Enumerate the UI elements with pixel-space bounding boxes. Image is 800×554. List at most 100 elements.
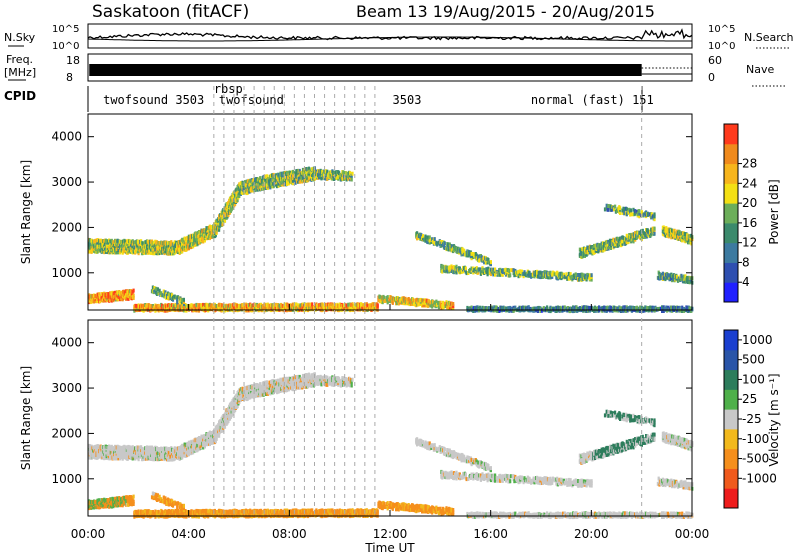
power-cell	[581, 247, 584, 252]
freq-band	[89, 64, 642, 76]
power-cell	[661, 309, 664, 313]
power-cell	[682, 306, 685, 311]
power-cell	[346, 171, 349, 176]
power-cell	[487, 258, 490, 262]
power-cell	[590, 277, 593, 282]
power-cell	[619, 306, 622, 311]
power-cell	[430, 240, 433, 244]
power-cell	[182, 300, 185, 304]
cpid-label: CPID	[4, 89, 36, 103]
power-cell	[429, 303, 432, 308]
power-cell	[470, 251, 473, 256]
power-frame	[87, 113, 693, 311]
velocity-cell	[124, 445, 127, 450]
power-cell	[509, 273, 512, 278]
colorbar-frame	[723, 123, 739, 303]
power-cell	[477, 254, 480, 259]
power-cell	[156, 291, 159, 296]
power-cell	[621, 210, 624, 215]
power-cell	[689, 306, 692, 311]
power-cell	[397, 301, 400, 306]
power-cell	[383, 296, 386, 300]
power-cell	[568, 309, 571, 314]
power-cell	[575, 273, 578, 278]
noise-left-tick-top: 10^5	[52, 24, 79, 35]
power-cell	[242, 188, 245, 193]
power-cell	[579, 307, 582, 311]
power-cell	[223, 218, 227, 223]
power-cell	[404, 296, 407, 301]
power-cell	[638, 211, 641, 216]
power-cell	[486, 272, 489, 277]
y-tick-label: 4000	[51, 130, 82, 144]
power-cell	[635, 209, 638, 214]
power-cell	[227, 213, 230, 218]
velocity-cell	[88, 455, 91, 460]
cpid-entry: normal (fast) 151	[531, 93, 654, 107]
power-cell	[546, 305, 549, 310]
power-cell	[641, 228, 644, 233]
power-cell	[622, 236, 625, 240]
power-cell	[643, 308, 646, 313]
power-cell	[435, 299, 438, 304]
noise-right-label: N.Search	[744, 31, 794, 44]
power-cell	[501, 268, 504, 273]
power-cell	[259, 176, 262, 181]
power-cell	[98, 292, 101, 297]
power-cell	[494, 267, 497, 272]
power-cell	[489, 260, 492, 265]
noise-panel: N.Sky 10^5 10^0 10^5 10^0 N.Search	[4, 23, 794, 52]
power-cell	[569, 272, 572, 277]
power-cell	[625, 233, 628, 238]
power-cell	[117, 250, 120, 255]
power-cell	[260, 302, 263, 307]
freq-panel: Freq. [MHz] 18 8 60 0 Nave	[4, 53, 786, 87]
power-cell	[653, 212, 656, 217]
power-cell	[221, 222, 224, 227]
cpid-entry: twofsound 3503	[103, 93, 204, 107]
power-cell	[96, 243, 99, 248]
colorbar-tick-label: 8	[742, 255, 750, 269]
power-cell	[472, 270, 475, 275]
power-cell	[508, 269, 511, 273]
power-cell	[231, 205, 234, 210]
power-cell	[326, 169, 329, 174]
power-cell	[493, 305, 496, 310]
power-cell	[609, 204, 612, 209]
power-cell	[635, 235, 638, 240]
power-cell	[286, 171, 289, 175]
power-cell	[567, 306, 570, 310]
power-cell	[331, 302, 334, 307]
power-cell	[547, 308, 550, 313]
power-cell	[539, 270, 542, 275]
power-cell	[206, 231, 209, 236]
power-cell	[684, 274, 687, 279]
power-cell	[443, 246, 446, 250]
power-cell	[477, 270, 480, 275]
power-cell	[347, 302, 350, 307]
power-cell	[631, 212, 634, 217]
power-cell	[629, 208, 633, 213]
power-cell	[513, 273, 516, 278]
power-cell	[681, 238, 684, 243]
power-cell	[141, 306, 144, 311]
power-cell	[466, 305, 469, 310]
power-cell	[565, 274, 568, 279]
colorbar-segment	[724, 282, 738, 303]
noise-panel-frame	[87, 23, 693, 49]
power-cell	[588, 276, 591, 281]
power-cell	[638, 209, 641, 214]
power-cell	[589, 245, 592, 250]
power-cell	[265, 174, 268, 179]
power-cell	[164, 290, 167, 295]
power-cell	[244, 180, 247, 185]
power-cell	[614, 204, 617, 209]
power-cell	[234, 202, 237, 207]
velocity-cell	[98, 453, 101, 458]
power-cell	[479, 271, 482, 276]
colorbar-segment	[724, 183, 738, 204]
power-cell	[343, 171, 346, 175]
power-cell	[156, 287, 159, 292]
velocity-cell	[153, 457, 156, 462]
colorbar-tick-label: 16	[742, 216, 757, 230]
